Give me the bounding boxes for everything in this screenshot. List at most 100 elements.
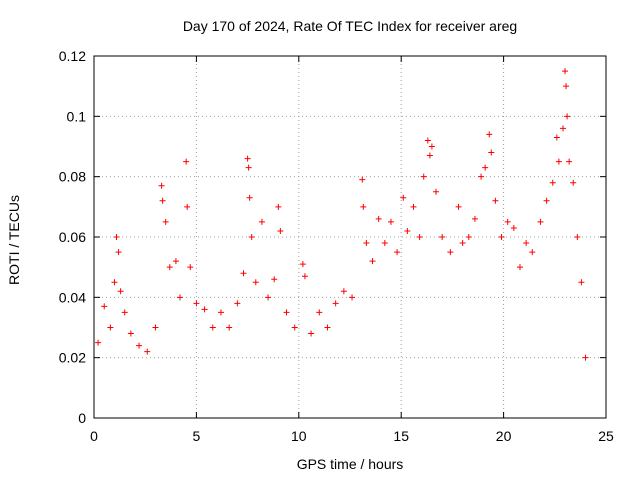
data-point [516,264,523,271]
data-point [578,279,585,286]
y-tick-label: 0 [78,410,86,426]
tick-labels: 0 5 10 15 20 25 0 0.02 0.04 0.06 0.08 0.1 0.12 [59,48,614,444]
data-point [420,173,427,180]
x-axis-label: GPS time / hours [296,456,404,472]
y-tick-label: 0.1 [67,108,87,124]
data-point [433,188,440,195]
data-point [359,176,366,183]
data-point [271,276,278,283]
data-point [183,158,190,165]
data-point [158,182,165,189]
data-point [121,309,128,316]
data-point [426,152,433,159]
data-point [543,197,550,204]
data-point [582,354,589,361]
data-point [299,261,306,268]
x-tick-label: 25 [598,428,614,444]
data-point [555,158,562,165]
data-point [166,264,173,271]
data-point [465,234,472,240]
data-point [217,309,224,316]
data-point [283,309,290,316]
data-point [177,294,184,301]
data-point [553,134,560,141]
data-point [498,234,505,240]
data-point [316,309,323,316]
data-point [172,258,179,265]
data-point [246,194,253,201]
data-point [349,294,356,301]
data-point [482,164,489,171]
data-point [226,324,233,331]
data-point [162,218,169,225]
data-point [101,303,108,310]
data-point [428,143,435,150]
data-point [404,227,411,234]
data-point [240,270,247,277]
data-point [244,155,251,162]
data-point [258,218,265,225]
data-point [492,197,499,204]
data-point [291,324,298,331]
data-point [566,158,573,165]
data-point [159,197,166,204]
y-tick-label: 0.12 [59,48,86,64]
x-tick-label: 0 [90,428,98,444]
data-point [301,273,308,280]
data-point [115,249,122,256]
data-point [562,68,569,75]
data-point [471,215,478,222]
data-point [209,324,216,331]
data-point [275,203,282,210]
data-point [363,240,370,247]
data-point [332,300,339,307]
x-tick-label: 10 [291,428,307,444]
data-point [510,224,517,231]
data-point [375,215,382,222]
data-point [574,234,581,240]
data-point [369,258,376,265]
data-point [439,234,446,240]
data-point [410,203,417,210]
data-point [113,234,120,240]
data-point [265,294,272,301]
data-point [447,249,454,256]
data-point [537,218,544,225]
data-point [564,113,571,120]
x-tick-label: 15 [393,428,409,444]
data-point [107,324,114,331]
data-point [324,324,331,331]
data-point [459,240,466,247]
data-point [95,339,102,346]
data-point [486,131,493,138]
data-point [277,227,284,234]
data-point [144,348,151,355]
data-point [424,137,431,144]
data-point [252,279,259,286]
chart-title: Day 170 of 2024, Rate Of TEC Index for r… [182,18,518,34]
data-point [381,240,388,247]
data-point [478,173,485,180]
y-tick-label: 0.02 [59,350,86,366]
data-point [201,306,208,313]
data-point [111,279,118,286]
y-axis-label: ROTI / TECUs [6,195,22,285]
data-point [117,288,124,295]
data-point [455,203,462,210]
axis-ticks [93,55,607,419]
data-point [523,240,530,247]
data-point [563,83,570,90]
data-point [245,164,252,171]
data-point [570,179,577,186]
data-point [193,300,200,307]
data-point [184,203,191,210]
data-point [136,342,143,349]
y-tick-label: 0.08 [59,169,86,185]
y-tick-label: 0.04 [59,289,86,305]
data-point [152,324,159,331]
data-point [340,288,347,295]
data-point [488,149,495,156]
data-point [360,203,367,210]
data-point [504,218,511,225]
